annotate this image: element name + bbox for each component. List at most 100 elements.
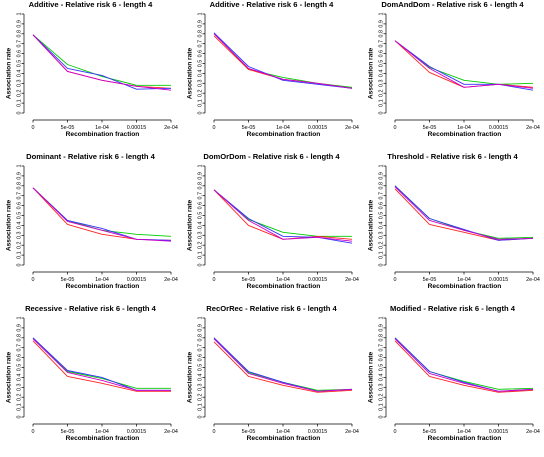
chart-panel: RecOrRec - Relative risk 6 - length 4 As… (181, 304, 362, 456)
y-tick-label: 0.5 (16, 364, 22, 372)
y-tick-label: 0.5 (16, 60, 22, 68)
series-line (394, 340, 534, 393)
series-line (394, 40, 534, 85)
chart-panel: Recessive - Relative risk 6 - length 4 A… (0, 304, 181, 456)
chart-panel: DomOrDom - Relative risk 6 - length 4 As… (181, 152, 362, 304)
x-tick-label: 1e-04 (276, 125, 290, 131)
series-line (32, 34, 172, 91)
x-tick-label: 0 (32, 429, 35, 435)
x-tick-label: 0.00015 (308, 429, 328, 435)
chart-panel: DomAndDom - Relative risk 6 - length 4 A… (362, 0, 543, 152)
x-axis-label: Recombination fraction (246, 131, 321, 138)
y-tick-label: 0.2 (16, 241, 22, 249)
series-line (32, 34, 172, 90)
y-tick-label: 0.6 (378, 202, 384, 210)
series-line (394, 188, 534, 241)
y-tick-label: 0.7 (378, 192, 384, 200)
y-tick-label: 0.7 (378, 40, 384, 48)
y-tick-label: 1 (197, 317, 203, 320)
x-tick-label: 0 (213, 125, 216, 131)
y-tick-label: 0.9 (378, 20, 384, 28)
x-tick-label: 2e-04 (345, 277, 359, 283)
y-tick-label: 0.3 (16, 80, 22, 88)
plot-area: 0 0.1 0.20.3 0.4 0.5 0.6 0.7 0.8 0.9 1 0 5e-05 1e-04… (197, 13, 358, 132)
y-tick-label: 0 (16, 416, 22, 419)
y-tick-label: 1 (16, 317, 22, 320)
y-tick-label: 0.6 (197, 50, 203, 58)
y-tick-label: 0.4 (197, 374, 203, 382)
x-axis-label: Recombination fraction (65, 131, 140, 138)
y-tick-label: 1 (378, 317, 384, 320)
x-tick-label: 1e-04 (457, 125, 471, 131)
y-tick-label: 0.3 (16, 384, 22, 392)
y-tick-label: 0.4 (16, 222, 22, 230)
y-tick-label: 0.1 (197, 403, 203, 411)
y-tick-label: 0.5 (378, 364, 384, 372)
y-tick-label: 0.2 (197, 241, 203, 249)
x-tick-label: 1e-04 (457, 429, 471, 435)
series-line (213, 32, 353, 89)
chart-panel: Threshold - Relative risk 6 - length 4 A… (362, 152, 543, 304)
series-line (394, 40, 534, 89)
series-line (394, 186, 534, 240)
y-tick-label: 0.9 (378, 324, 384, 332)
series-line (32, 337, 171, 389)
series-line (213, 189, 353, 244)
plot-area: 0 0.1 0.20.3 0.4 0.5 0.6 0.7 0.8 0.9 1 0 5e-05 1e-04… (378, 165, 540, 284)
x-axis-label: Recombination fraction (246, 283, 321, 290)
y-tick-label: 0.8 (378, 334, 384, 342)
y-tick-label: 0 (197, 112, 203, 115)
y-tick-label: 1 (378, 165, 384, 168)
x-tick-label: 5e-05 (423, 125, 437, 131)
series-line (394, 338, 534, 392)
x-tick-label: 2e-04 (526, 277, 540, 283)
y-tick-label: 0.2 (16, 393, 22, 401)
y-tick-label: 0.1 (197, 99, 203, 107)
y-tick-label: 0.5 (197, 212, 203, 220)
y-tick-label: 0.1 (197, 251, 203, 259)
series-line (32, 187, 172, 241)
chart-title: DomOrDom - Relative risk 6 - length 4 (203, 152, 340, 161)
x-tick-label: 1e-04 (276, 429, 290, 435)
y-tick-label: 0 (16, 112, 22, 115)
x-tick-label: 0.00015 (489, 277, 509, 283)
y-tick-label: 0.9 (16, 172, 22, 180)
x-axis-label: Recombination fraction (427, 283, 502, 290)
series-line (213, 33, 353, 89)
y-tick-label: 0.9 (16, 324, 22, 332)
series-line (394, 337, 534, 390)
y-tick-label: 0.2 (16, 89, 22, 97)
y-tick-label: 0.5 (197, 364, 203, 372)
y-tick-label: 0.6 (16, 202, 22, 210)
chart-title: Recessive - Relative risk 6 - length 4 (25, 304, 156, 313)
y-tick-label: 0.8 (197, 30, 203, 38)
x-tick-label: 0.00015 (489, 125, 509, 131)
series-line (32, 338, 171, 391)
y-tick-label: 0.3 (16, 232, 22, 240)
y-tick-label: 0.1 (16, 403, 22, 411)
y-tick-label: 0 (16, 264, 22, 267)
y-tick-label: 0.5 (16, 212, 22, 220)
y-tick-label: 0.3 (197, 80, 203, 88)
y-tick-label: 0.4 (197, 222, 203, 230)
plot-area: 0 0.1 0.20.3 0.4 0.5 0.6 0.7 0.8 0.9 1 0 5e-05 1e-04… (197, 317, 358, 436)
y-tick-label: 0.8 (16, 334, 22, 342)
y-tick-label: 1 (378, 13, 384, 16)
y-tick-label: 0.9 (197, 172, 203, 180)
x-tick-label: 1e-04 (276, 277, 290, 283)
y-tick-label: 0 (378, 416, 384, 419)
x-tick-label: 5e-05 (61, 277, 75, 283)
y-tick-label: 0.7 (378, 344, 384, 352)
y-tick-label: 0.4 (16, 70, 22, 78)
x-tick-label: 0 (32, 125, 35, 131)
y-tick-label: 0.2 (378, 89, 384, 97)
x-tick-label: 2e-04 (526, 429, 540, 435)
series-line (213, 341, 353, 393)
y-tick-label: 0.8 (197, 334, 203, 342)
x-tick-label: 5e-05 (61, 429, 75, 435)
x-tick-label: 0.00015 (127, 429, 147, 435)
chart-panel: Additive - Relative risk 6 - length 4 As… (0, 0, 181, 152)
series-line (32, 187, 172, 241)
x-tick-label: 2e-04 (164, 277, 178, 283)
